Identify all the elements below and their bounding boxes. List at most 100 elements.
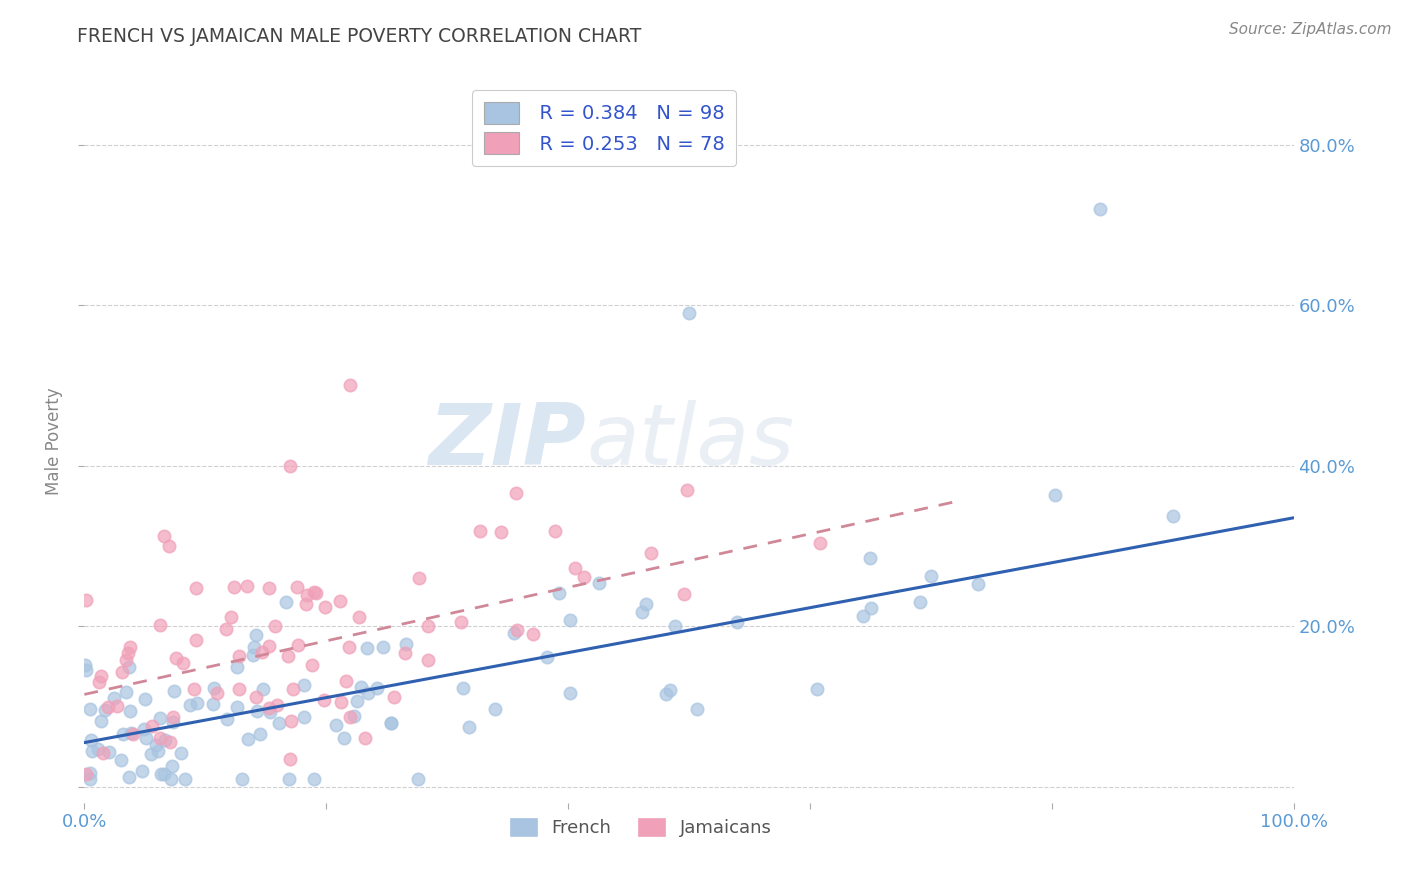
Point <box>149 711 172 725</box>
Point <box>503 626 526 640</box>
Point <box>394 646 416 660</box>
Point <box>115 653 138 667</box>
Point <box>162 714 184 729</box>
Point <box>353 731 375 745</box>
Point <box>451 681 474 695</box>
Point <box>225 699 247 714</box>
Point <box>259 701 281 715</box>
Point <box>852 609 875 624</box>
Point <box>564 561 586 575</box>
Point <box>120 640 142 655</box>
Point <box>280 714 302 729</box>
Point <box>418 653 440 667</box>
Point <box>118 660 141 674</box>
Point <box>207 686 229 700</box>
Point <box>859 551 882 566</box>
Text: FRENCH VS JAMAICAN MALE POVERTY CORRELATION CHART: FRENCH VS JAMAICAN MALE POVERTY CORRELAT… <box>77 27 641 45</box>
Point <box>135 731 157 745</box>
Point <box>141 747 163 762</box>
Point <box>114 685 136 699</box>
Point <box>80 743 103 757</box>
Point <box>149 731 172 745</box>
Point <box>640 546 662 560</box>
Point <box>87 741 110 756</box>
Point <box>165 650 187 665</box>
Point <box>292 678 315 692</box>
Point <box>346 694 368 708</box>
Point <box>252 682 274 697</box>
Point <box>302 584 325 599</box>
Point <box>356 640 378 655</box>
Point <box>215 712 238 726</box>
Point <box>89 675 111 690</box>
Point <box>295 588 318 602</box>
Point <box>91 747 114 761</box>
Point <box>186 633 208 648</box>
Point <box>274 595 297 609</box>
Point <box>160 759 183 773</box>
Point <box>295 597 318 611</box>
Point <box>249 727 271 741</box>
Point <box>810 536 832 550</box>
Point <box>183 682 205 697</box>
Point <box>382 690 405 705</box>
Point <box>678 306 700 320</box>
Point <box>132 722 155 736</box>
Point <box>380 716 402 731</box>
Point <box>97 745 120 759</box>
Point <box>90 714 112 728</box>
Point <box>312 692 335 706</box>
Text: Source: ZipAtlas.com: Source: ZipAtlas.com <box>1229 22 1392 37</box>
Point <box>484 702 506 716</box>
Point <box>79 772 101 786</box>
Point <box>75 766 97 780</box>
Point <box>131 764 153 779</box>
Point <box>162 710 184 724</box>
Point <box>75 657 97 672</box>
Point <box>226 660 249 674</box>
Point <box>406 772 429 786</box>
Point <box>118 704 141 718</box>
Point <box>117 646 139 660</box>
Point <box>860 600 883 615</box>
Point <box>94 703 117 717</box>
Point <box>201 697 224 711</box>
Point <box>174 772 197 786</box>
Point <box>215 622 238 636</box>
Point <box>250 645 273 659</box>
Point <box>536 650 558 665</box>
Text: ZIP: ZIP <box>429 400 586 483</box>
Point <box>330 695 353 709</box>
Point <box>664 619 686 633</box>
Text: atlas: atlas <box>586 400 794 483</box>
Point <box>686 702 709 716</box>
Point <box>172 656 194 670</box>
Point <box>278 458 301 473</box>
Point <box>347 610 370 624</box>
Point <box>90 669 112 683</box>
Point <box>79 702 101 716</box>
Point <box>150 766 173 780</box>
Point <box>219 610 242 624</box>
Point <box>380 715 402 730</box>
Point <box>468 524 491 539</box>
Point <box>222 580 245 594</box>
Point <box>75 664 97 678</box>
Point <box>544 524 567 538</box>
Point <box>103 691 125 706</box>
Point <box>121 727 143 741</box>
Point <box>630 605 652 619</box>
Point <box>366 681 388 695</box>
Point <box>79 766 101 780</box>
Point <box>395 637 418 651</box>
Point <box>287 639 309 653</box>
Point <box>120 726 142 740</box>
Y-axis label: Male Poverty: Male Poverty <box>45 388 63 495</box>
Point <box>339 378 361 392</box>
Point <box>141 719 163 733</box>
Point <box>149 617 172 632</box>
Point <box>1045 488 1067 502</box>
Point <box>278 751 301 765</box>
Point <box>157 539 180 553</box>
Point <box>242 640 264 654</box>
